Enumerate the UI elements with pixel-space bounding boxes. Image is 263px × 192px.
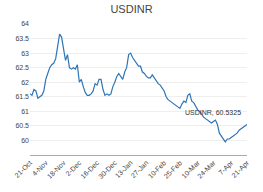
svg-text:62: 62 bbox=[21, 79, 29, 86]
svg-text:2-Dec: 2-Dec bbox=[64, 159, 83, 178]
svg-text:25-Feb: 25-Feb bbox=[162, 159, 183, 180]
svg-text:60.5: 60.5 bbox=[15, 122, 29, 129]
svg-text:64: 64 bbox=[21, 20, 29, 27]
svg-text:62.5: 62.5 bbox=[15, 64, 29, 71]
svg-text:61: 61 bbox=[21, 108, 29, 115]
svg-text:61.5: 61.5 bbox=[15, 93, 29, 100]
svg-text:30-Dec: 30-Dec bbox=[97, 159, 118, 180]
svg-text:7-Apr: 7-Apr bbox=[217, 159, 235, 177]
svg-text:USDINR, 60.5325: USDINR, 60.5325 bbox=[185, 109, 241, 116]
svg-text:4-Nov: 4-Nov bbox=[31, 159, 50, 178]
svg-text:63.5: 63.5 bbox=[15, 35, 29, 42]
svg-text:24-Mar: 24-Mar bbox=[196, 159, 217, 180]
svg-text:27-Jan: 27-Jan bbox=[129, 159, 149, 179]
svg-text:63: 63 bbox=[21, 50, 29, 57]
svg-text:18-Nov: 18-Nov bbox=[46, 159, 67, 180]
svg-text:USDINR: USDINR bbox=[110, 3, 152, 15]
svg-text:10-Feb: 10-Feb bbox=[147, 159, 168, 180]
svg-text:10-Mar: 10-Mar bbox=[180, 159, 201, 180]
svg-text:21-Oct: 21-Oct bbox=[13, 159, 33, 179]
svg-text:21-Apr: 21-Apr bbox=[230, 159, 251, 180]
svg-text:13-Jan: 13-Jan bbox=[114, 159, 134, 179]
svg-text:16-Dec: 16-Dec bbox=[79, 159, 100, 180]
svg-text:60: 60 bbox=[21, 137, 29, 144]
